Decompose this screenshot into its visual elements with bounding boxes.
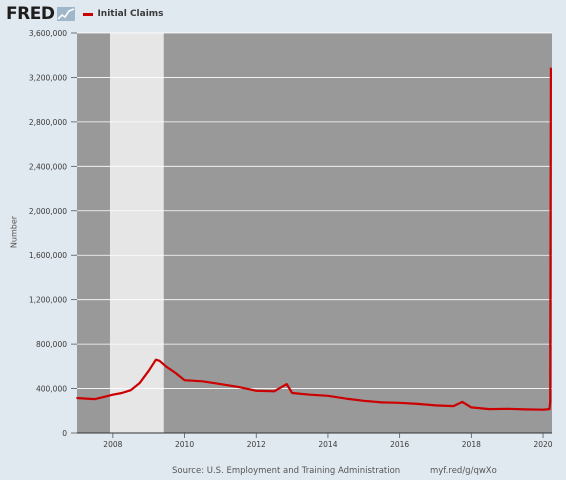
data-point (111, 393, 114, 396)
data-point (219, 383, 222, 386)
x-tick-label: 2008 (103, 440, 122, 449)
data-point (255, 389, 258, 392)
data-point (76, 397, 78, 399)
data-point (147, 369, 150, 372)
data-point (524, 408, 527, 411)
data-point (201, 380, 204, 383)
data-point (506, 407, 509, 410)
x-tick-label: 2012 (247, 440, 266, 449)
data-point (542, 408, 544, 411)
recession-shade (109, 33, 164, 433)
data-point (398, 401, 401, 404)
data-point (327, 394, 329, 397)
data-point (129, 389, 132, 392)
data-point (154, 358, 157, 361)
data-point (85, 397, 87, 400)
x-tick-label: 2020 (533, 440, 552, 449)
x-tick-label: 2014 (318, 440, 337, 449)
data-point (102, 395, 105, 398)
y-tick-label: 2,800,000 (29, 118, 67, 127)
data-point (285, 383, 288, 386)
data-point (291, 392, 293, 394)
header: FRED Initial Claims (6, 4, 164, 24)
short-link[interactable]: myf.red/g/qwXo (430, 466, 497, 476)
data-point (309, 393, 311, 396)
x-tick-label: 2018 (462, 440, 481, 449)
y-tick-label: 1,600,000 (29, 251, 67, 260)
y-tick-label: 0 (62, 429, 67, 438)
data-point (183, 379, 186, 382)
data-point (158, 359, 161, 362)
data-point (94, 398, 96, 401)
y-tick-label: 2,000,000 (29, 207, 67, 216)
y-tick-label: 400,000 (36, 385, 67, 394)
data-point (273, 390, 276, 393)
x-tick-label: 2010 (175, 440, 194, 449)
data-point (452, 405, 455, 408)
x-tick-label: 2016 (390, 440, 409, 449)
data-point (470, 406, 473, 409)
data-point (138, 382, 141, 384)
data-point (434, 404, 437, 407)
y-tick-label: 3,200,000 (29, 73, 67, 82)
data-point (237, 385, 240, 388)
data-point (488, 408, 491, 411)
data-point (416, 402, 419, 405)
data-point (362, 399, 365, 402)
legend-label: Initial Claims (97, 9, 164, 19)
legend-swatch (83, 12, 94, 16)
data-point (344, 397, 347, 400)
source-note: Source: U.S. Employment and Training Adm… (172, 466, 401, 476)
data-point (174, 372, 177, 374)
fred-logo[interactable]: FRED (6, 4, 55, 24)
data-point (165, 365, 168, 368)
y-tick-label: 2,400,000 (29, 162, 67, 171)
data-point (120, 392, 123, 394)
data-point (549, 400, 552, 403)
data-point (461, 400, 464, 403)
data-point (380, 401, 383, 404)
y-tick-label: 1,200,000 (29, 296, 67, 305)
chart-line-icon (57, 7, 76, 21)
y-tick-label: 800,000 (36, 340, 67, 349)
data-point (550, 67, 552, 70)
y-tick-label: 3,600,000 (29, 29, 67, 38)
data-point (548, 408, 551, 411)
